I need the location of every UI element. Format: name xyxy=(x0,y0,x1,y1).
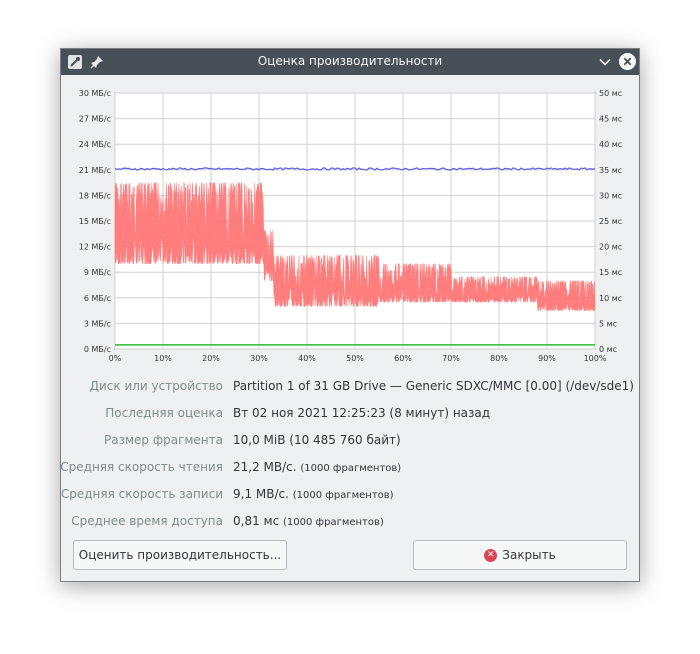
read-rate-label: Средняя скорость чтения xyxy=(60,460,223,474)
y-left-tick-label: 0 МБ/с xyxy=(84,345,111,354)
close-icon[interactable] xyxy=(619,53,636,70)
write-rate-label: Средняя скорость записи xyxy=(60,487,223,501)
y-left-tick-label: 12 МБ/с xyxy=(79,243,111,252)
y-left-tick-label: 9 МБ/с xyxy=(84,268,111,277)
access-time-label: Среднее время доступа xyxy=(71,514,223,528)
read-rate-number: 21,2 MB/с. xyxy=(233,460,297,474)
y-left-tick-label: 24 МБ/с xyxy=(79,140,111,149)
y-right-tick-label: 50 мс xyxy=(599,89,622,98)
y-left-tick-label: 15 МБ/с xyxy=(79,217,111,226)
write-rate-value: 9,1 MB/с. (1000 фрагментов) xyxy=(233,487,394,501)
disks-app-icon[interactable] xyxy=(67,54,83,70)
benchmark-dialog: Оценка производительности 0 МБ/с 0 мс 3 МБ… xyxy=(60,48,640,582)
x-tick-label: 0% xyxy=(109,354,122,363)
write-rate-series xyxy=(114,167,596,171)
close-circle-icon: ✕ xyxy=(484,548,498,562)
y-left-tick-label: 30 МБ/с xyxy=(79,89,111,98)
write-rate-samples: (1000 фрагментов) xyxy=(292,490,394,501)
start-benchmark-label: Оценить производительность... xyxy=(78,548,282,562)
pin-icon[interactable] xyxy=(89,54,105,70)
access-time-samples: (1000 фрагментов) xyxy=(283,517,384,528)
x-tick-label: 100% xyxy=(584,354,607,363)
x-tick-label: 50% xyxy=(346,354,364,363)
y-right-tick-label: 35 мс xyxy=(599,166,622,175)
last-benchmark-label: Последняя оценка xyxy=(105,406,223,420)
x-tick-label: 30% xyxy=(250,354,268,363)
benchmark-chart-panel: 0 МБ/с 0 мс 3 МБ/с 5 мс 6 МБ/с 10 мс 9 МБ/с 15 … xyxy=(73,83,627,371)
x-tick-label: 90% xyxy=(538,354,556,363)
x-tick-label: 40% xyxy=(298,354,316,363)
y-left-tick-label: 6 МБ/с xyxy=(84,294,111,303)
y-left-tick-label: 3 МБ/с xyxy=(84,319,111,328)
y-left-tick-label: 27 МБ/с xyxy=(79,115,111,124)
benchmark-chart: 0 МБ/с 0 мс 3 МБ/с 5 мс 6 МБ/с 10 мс 9 МБ/с 15 … xyxy=(79,89,622,363)
x-tick-label: 60% xyxy=(394,354,412,363)
y-right-tick-label: 30 мс xyxy=(599,191,622,200)
x-tick-label: 20% xyxy=(202,354,220,363)
y-right-tick-label: 0 мс xyxy=(599,345,617,354)
y-left-tick-label: 18 МБ/с xyxy=(79,191,111,200)
x-tick-label: 70% xyxy=(442,354,460,363)
access-time-number: 0,81 мс xyxy=(233,514,280,528)
chevron-down-icon[interactable] xyxy=(598,55,612,69)
write-rate-number: 9,1 MB/с. xyxy=(233,487,289,501)
y-right-tick-label: 10 мс xyxy=(599,294,622,303)
read-rate-value: 21,2 MB/с. (1000 фрагментов) xyxy=(233,460,401,474)
device-value: Partition 1 of 31 GB Drive — Generic SDX… xyxy=(233,379,634,393)
last-benchmark-value: Вт 02 ноя 2021 12:25:23 (8 минут) назад xyxy=(233,406,491,420)
sample-size-value: 10,0 MiB (10 485 760 байт) xyxy=(233,433,401,447)
read-rate-samples: (1000 фрагментов) xyxy=(300,463,402,474)
title-bar: Оценка производительности xyxy=(61,49,639,75)
start-benchmark-button[interactable]: Оценить производительность... xyxy=(73,540,287,570)
y-right-tick-label: 15 мс xyxy=(599,268,622,277)
y-right-tick-label: 25 мс xyxy=(599,217,622,226)
x-tick-label: 10% xyxy=(154,354,172,363)
access-time-value: 0,81 мс (1000 фрагментов) xyxy=(233,514,384,528)
y-left-tick-label: 21 МБ/с xyxy=(79,166,111,175)
read-rate-series xyxy=(114,181,596,312)
window-title: Оценка производительности xyxy=(257,54,443,68)
y-right-tick-label: 40 мс xyxy=(599,140,622,149)
y-right-tick-label: 45 мс xyxy=(599,115,622,124)
close-button-label: Закрыть xyxy=(502,548,556,562)
close-button[interactable]: ✕ Закрыть xyxy=(413,540,627,570)
y-right-tick-label: 20 мс xyxy=(599,243,622,252)
sample-size-label: Размер фрагмента xyxy=(104,433,223,447)
x-tick-label: 80% xyxy=(490,354,508,363)
device-label: Диск или устройство xyxy=(89,379,223,393)
y-right-tick-label: 5 мс xyxy=(599,319,617,328)
